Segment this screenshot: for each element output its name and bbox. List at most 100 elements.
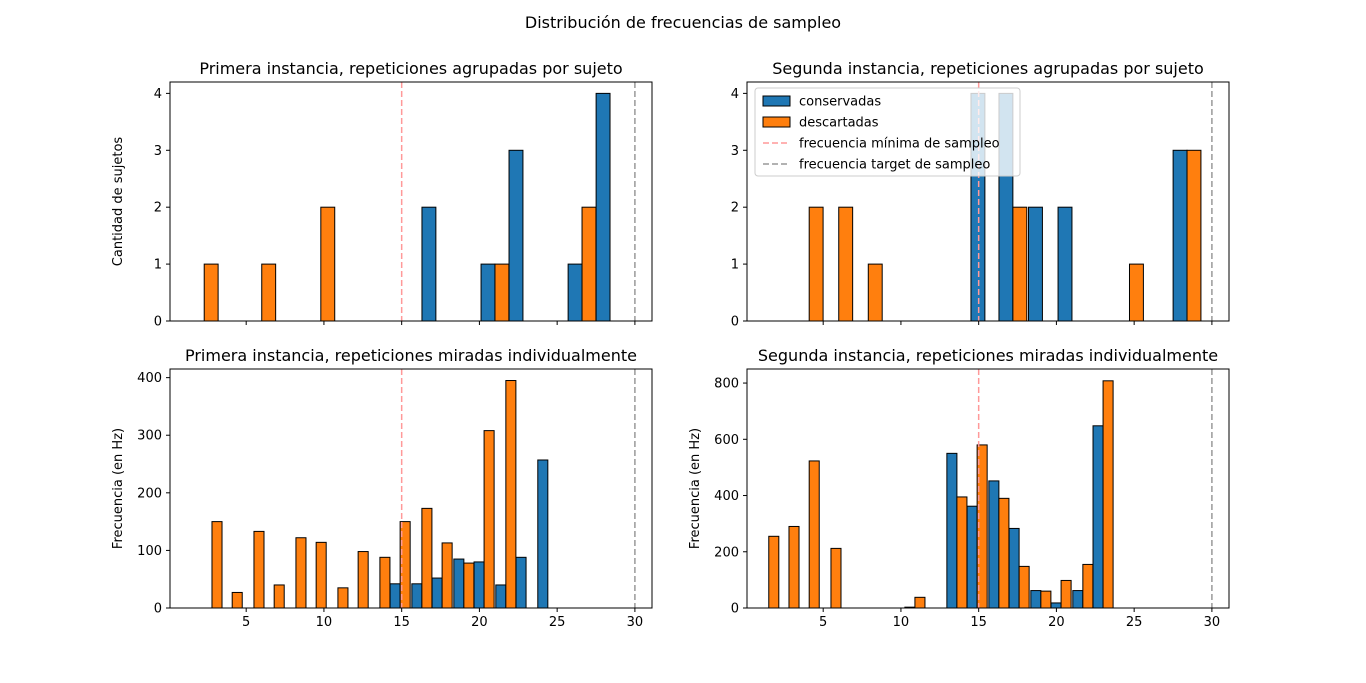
y-tick-label: 600 bbox=[714, 433, 739, 448]
y-tick-label: 1 bbox=[154, 258, 162, 273]
subplot-4: Segunda instancia, repeticiones miradas … bbox=[688, 346, 1230, 630]
x-tick-label: 25 bbox=[549, 615, 566, 630]
y-tick-label: 400 bbox=[714, 489, 739, 504]
bar-descartadas bbox=[867, 263, 883, 322]
bar-descartadas bbox=[1082, 563, 1094, 609]
x-tick-label: 10 bbox=[893, 615, 910, 630]
bar-conservadas bbox=[1028, 206, 1043, 322]
bar-descartadas bbox=[315, 541, 327, 609]
bar-descartadas bbox=[998, 497, 1010, 609]
legend-box bbox=[754, 87, 1021, 177]
figure-title: Distribución de frecuencias de sampleo bbox=[525, 13, 841, 32]
axes-frame bbox=[169, 81, 653, 322]
x-tick-label: 20 bbox=[1048, 615, 1065, 630]
bar-descartadas bbox=[808, 460, 820, 609]
bar-conservadas bbox=[1030, 590, 1042, 609]
bar-conservadas bbox=[966, 505, 978, 609]
y-tick-label: 100 bbox=[137, 544, 162, 559]
legend-swatch-conservadas bbox=[762, 95, 791, 107]
bar-descartadas bbox=[1128, 263, 1144, 322]
bar-descartadas bbox=[463, 562, 475, 609]
bar-descartadas bbox=[261, 263, 277, 322]
y-tick-label: 1 bbox=[731, 258, 739, 273]
y-axis-label: Cantidad de sujetos bbox=[111, 137, 126, 267]
bar-conservadas bbox=[431, 577, 443, 609]
bar-descartadas bbox=[505, 380, 517, 609]
y-tick-label: 2 bbox=[731, 201, 739, 216]
y-tick-label: 800 bbox=[714, 377, 739, 392]
axes-frame bbox=[746, 368, 1230, 609]
bar-descartadas bbox=[320, 206, 336, 322]
y-tick-label: 3 bbox=[731, 144, 739, 159]
legend-swatch-descartadas bbox=[762, 116, 791, 128]
bar-descartadas bbox=[1186, 149, 1202, 322]
bar-conservadas bbox=[473, 561, 485, 609]
x-tick-label: 25 bbox=[1126, 615, 1143, 630]
bar-conservadas bbox=[1057, 206, 1073, 322]
subplot-3: Primera instancia, repeticiones miradas … bbox=[111, 346, 653, 630]
bar-conservadas bbox=[1008, 527, 1020, 609]
bar-descartadas bbox=[1012, 206, 1028, 322]
subplot-title: Primera instancia, repeticiones agrupada… bbox=[199, 59, 622, 78]
bar-descartadas bbox=[1060, 579, 1072, 609]
bar-descartadas bbox=[441, 542, 453, 609]
bar-descartadas bbox=[211, 521, 223, 609]
bar-conservadas bbox=[495, 584, 507, 609]
bar-descartadas bbox=[768, 535, 780, 609]
y-tick-label: 4 bbox=[731, 87, 739, 102]
bar-descartadas bbox=[295, 537, 307, 609]
bar-conservadas bbox=[411, 583, 423, 609]
bar-descartadas bbox=[231, 591, 243, 609]
bar-conservadas bbox=[1050, 602, 1062, 609]
bar-descartadas bbox=[1018, 565, 1030, 609]
legend-label: conservadas bbox=[799, 95, 881, 110]
y-tick-label: 0 bbox=[154, 315, 162, 330]
bar-descartadas bbox=[956, 496, 968, 609]
legend-label: descartadas bbox=[799, 116, 879, 131]
y-tick-label: 200 bbox=[137, 486, 162, 501]
bar-conservadas bbox=[595, 92, 611, 322]
bar-descartadas bbox=[788, 525, 800, 609]
bar-conservadas bbox=[1172, 149, 1188, 322]
bar-conservadas bbox=[515, 556, 527, 609]
bar-conservadas bbox=[508, 149, 524, 322]
bar-descartadas bbox=[581, 206, 597, 322]
legend: conservadas descartadas frecuencia mínima … bbox=[754, 87, 1021, 177]
y-tick-label: 0 bbox=[731, 602, 739, 617]
y-axis-label: Frecuencia (en Hz) bbox=[688, 428, 703, 549]
bar-conservadas bbox=[453, 558, 465, 609]
x-tick-label: 10 bbox=[316, 615, 333, 630]
bar-conservadas bbox=[421, 206, 437, 322]
axes-frame bbox=[746, 81, 1230, 322]
y-tick-label: 300 bbox=[137, 429, 162, 444]
subplot-title: Primera instancia, repeticiones miradas … bbox=[185, 346, 637, 365]
bar-descartadas bbox=[203, 263, 219, 322]
bar-descartadas bbox=[1040, 590, 1052, 609]
bar-conservadas bbox=[988, 480, 1000, 609]
subplot-title: Segunda instancia, repeticiones miradas … bbox=[758, 346, 1218, 365]
y-tick-label: 200 bbox=[714, 545, 739, 560]
x-tick-label: 20 bbox=[471, 615, 488, 630]
bar-conservadas bbox=[537, 459, 549, 609]
x-tick-label: 5 bbox=[242, 615, 250, 630]
bar-descartadas bbox=[337, 587, 349, 609]
bar-descartadas bbox=[838, 206, 854, 322]
subplot-title: Segunda instancia, repeticiones agrupada… bbox=[772, 59, 1204, 78]
x-tick-label: 30 bbox=[1204, 615, 1221, 630]
y-tick-label: 0 bbox=[154, 602, 162, 617]
bar-descartadas bbox=[1102, 380, 1114, 609]
bar-descartadas bbox=[808, 206, 824, 322]
bar-descartadas bbox=[253, 530, 265, 609]
bar-descartadas bbox=[357, 551, 369, 609]
y-axis-label: Frecuencia (en Hz) bbox=[111, 428, 126, 549]
bar-descartadas bbox=[421, 507, 433, 609]
subplot-1: Primera instancia, repeticiones agrupada… bbox=[111, 59, 653, 330]
x-tick-label: 15 bbox=[970, 615, 987, 630]
bar-descartadas bbox=[379, 556, 391, 609]
y-tick-label: 400 bbox=[137, 371, 162, 386]
bar-descartadas bbox=[483, 430, 495, 609]
bar-descartadas bbox=[273, 584, 285, 609]
legend-label: frecuencia target de sampleo bbox=[799, 158, 990, 173]
y-tick-label: 4 bbox=[154, 87, 162, 102]
